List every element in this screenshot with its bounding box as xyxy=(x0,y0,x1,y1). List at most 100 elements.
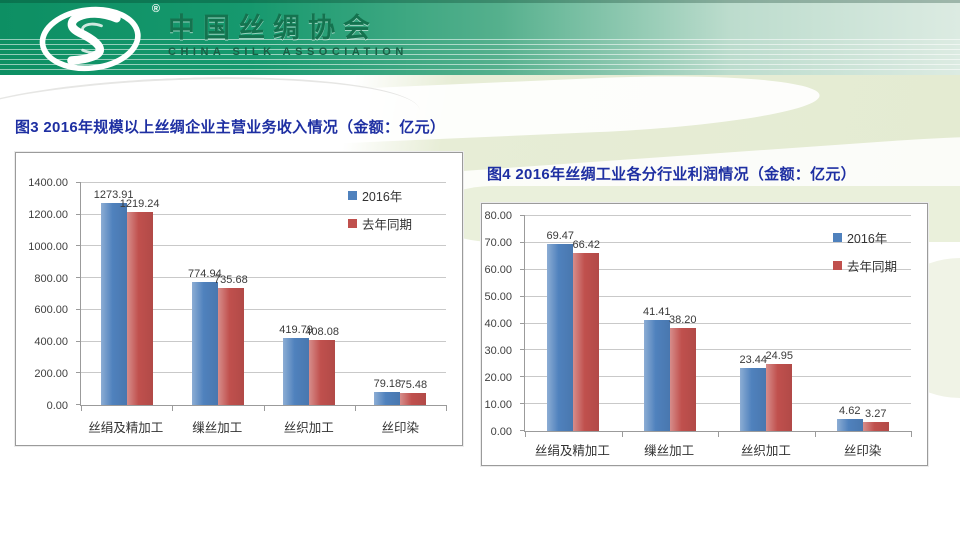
data-label: 41.41 xyxy=(642,305,671,318)
bar-group: 1273.91 1219.24 xyxy=(81,183,172,405)
y-axis-tick-label: 70.00 xyxy=(484,237,512,249)
category-label: 丝织加工 xyxy=(740,444,791,458)
x-axis-labels: 丝绢及精加工 缫丝加工 丝织加工 丝印染 xyxy=(80,408,446,445)
y-axis-labels: 0.00 10.00 20.00 30.00 40.00 50.00 60.00 70.00 8… xyxy=(482,210,518,438)
category-label: 缫丝加工 xyxy=(644,444,695,458)
y-axis-tick xyxy=(520,215,525,216)
y-axis-tick xyxy=(520,268,525,270)
y-axis-tick xyxy=(76,277,81,279)
bar-2016年: 419.79 xyxy=(279,324,313,405)
gridline xyxy=(81,308,446,310)
y-axis-tick-label: 30.00 xyxy=(484,345,512,357)
bar-去年同期: 75.48 xyxy=(400,379,427,405)
x-axis-tick xyxy=(814,431,816,437)
y-axis-tick-label: 1000.00 xyxy=(28,240,68,253)
x-axis-tick xyxy=(621,431,623,437)
x-axis-tick xyxy=(354,405,356,411)
gridlines xyxy=(76,182,446,405)
category-label: 丝绢及精加工 xyxy=(534,444,610,458)
y-axis-tick-label: 800.00 xyxy=(34,272,68,285)
figure3-title: 图3 2016年规模以上丝绸企业主营业务收入情况（金额：亿元） xyxy=(15,119,446,136)
bar-去年同期: 24.95 xyxy=(765,350,793,431)
data-label: 66.42 xyxy=(572,238,601,251)
x-axis-labels: 丝绢及精加工 缫丝加工 丝织加工 丝印染 xyxy=(524,434,911,465)
bar-group: 419.79 408.08 xyxy=(264,183,355,405)
gridline xyxy=(81,245,446,247)
bar-去年同期: 1219.24 xyxy=(120,198,160,405)
figure4-title: 图4 2016年丝绸工业各分行业利润情况（金额：亿元） xyxy=(487,166,856,183)
data-label: 4.62 xyxy=(839,404,861,417)
data-label: 419.79 xyxy=(279,324,313,337)
gridline xyxy=(525,403,911,405)
data-label: 1219.24 xyxy=(119,197,160,210)
category-label: 丝织加工 xyxy=(283,421,334,435)
y-axis-tick xyxy=(520,403,525,405)
x-axis-tick xyxy=(81,405,82,411)
gridline xyxy=(525,295,911,297)
brand-name-english: CHINA SILK ASSOCIATION xyxy=(168,46,408,58)
data-label: 774.94 xyxy=(188,268,222,281)
legend-label-lastyear: 去年同期 xyxy=(361,218,412,232)
y-axis-tick xyxy=(520,430,525,431)
y-axis-tick xyxy=(520,322,525,324)
plot-area: 1273.91 1219.24 774.94 735.68 419.79 408.08 79… xyxy=(76,182,447,411)
bar-groups: 69.47 66.42 41.41 38.20 23.44 24.95 4.62 3.27 xyxy=(525,216,911,431)
legend-item-2016: 2016年 xyxy=(347,186,412,205)
bar-group: 23.44 24.95 xyxy=(718,216,815,431)
data-label: 1273.91 xyxy=(93,189,134,201)
y-axis-labels: 0.00 200.00 400.00 600.00 800.00 1000.00 1200.… xyxy=(16,177,74,412)
bar-去年同期: 66.42 xyxy=(572,239,600,431)
data-label: 23.44 xyxy=(739,354,768,367)
gridline xyxy=(81,182,446,183)
gridline xyxy=(525,322,911,324)
header-banner: ® 中国丝绸协会 CHINA SILK ASSOCIATION xyxy=(0,0,960,75)
silk-swirl-icon xyxy=(39,6,141,72)
brand-name-chinese: 中国丝绸协会 xyxy=(168,13,378,43)
bar-2016年: 79.18 xyxy=(374,378,401,405)
legend-swatch-lastyear xyxy=(347,219,357,228)
y-axis-tick xyxy=(76,182,81,183)
y-axis-tick-label: 600.00 xyxy=(34,304,68,317)
legend-item-lastyear: 去年同期 xyxy=(347,214,412,233)
legend: 2016年 去年同期 xyxy=(832,228,897,275)
y-axis-tick-label: 0.00 xyxy=(46,400,68,412)
y-axis-tick xyxy=(520,241,525,243)
y-axis-tick-label: 1200.00 xyxy=(28,208,68,221)
y-axis-tick-label: 1400.00 xyxy=(28,177,68,189)
gridline xyxy=(81,213,446,215)
bar-2016年: 69.47 xyxy=(546,230,574,431)
data-label: 24.95 xyxy=(765,349,794,362)
y-axis-tick-label: 200.00 xyxy=(34,368,68,381)
gridline xyxy=(81,277,446,279)
y-axis-tick xyxy=(76,308,81,310)
data-label: 69.47 xyxy=(546,230,575,243)
data-label: 3.27 xyxy=(865,408,887,421)
bar-group: 69.47 66.42 xyxy=(525,216,622,431)
gridline xyxy=(525,349,911,351)
gridline xyxy=(525,215,911,216)
y-axis-tick xyxy=(76,404,81,405)
bar-2016年: 4.62 xyxy=(836,405,863,431)
y-axis-tick-label: 50.00 xyxy=(484,291,512,303)
legend-label-2016: 2016年 xyxy=(846,232,888,246)
x-axis-tick xyxy=(718,431,719,437)
bar-去年同期: 3.27 xyxy=(862,408,889,431)
gridline xyxy=(81,372,446,374)
y-axis-tick xyxy=(76,372,81,374)
bar-group: 774.94 735.68 xyxy=(172,183,263,405)
bar-group: 4.62 3.27 xyxy=(815,216,912,431)
y-axis-tick xyxy=(520,376,525,378)
data-label: 408.08 xyxy=(305,326,339,339)
gridline xyxy=(525,268,911,270)
legend-swatch-lastyear xyxy=(832,261,842,270)
legend: 2016年 去年同期 xyxy=(347,186,412,233)
data-label: 75.48 xyxy=(399,379,428,392)
category-label: 缫丝加工 xyxy=(192,421,243,435)
bar-2016年: 41.41 xyxy=(643,306,671,431)
y-axis-tick-label: 10.00 xyxy=(484,399,512,411)
y-axis-tick xyxy=(76,340,81,342)
bar-2016年: 23.44 xyxy=(739,354,767,431)
legend-item-2016: 2016年 xyxy=(832,228,897,247)
figure3-chart: 0.00 200.00 400.00 600.00 800.00 1000.00 1200.… xyxy=(15,152,463,446)
y-axis-tick-label: 80.00 xyxy=(484,210,512,222)
